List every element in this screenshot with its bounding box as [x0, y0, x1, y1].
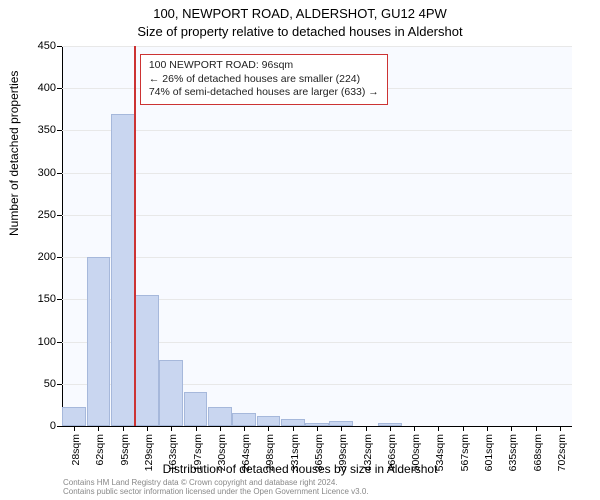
grid-line: [62, 215, 572, 216]
y-tick-label: 200: [38, 251, 56, 263]
y-axis-line: [62, 46, 63, 426]
x-tick-mark: [487, 426, 488, 431]
callout-line-2: ← 26% of detached houses are smaller (22…: [149, 73, 379, 87]
x-tick-label: 432sqm: [362, 434, 374, 471]
y-tick-label: 0: [50, 420, 56, 432]
x-tick-label: 129sqm: [143, 434, 155, 471]
histogram-bar: [111, 114, 135, 426]
histogram-bar: [159, 360, 183, 426]
x-tick-mark: [74, 426, 75, 431]
x-tick-mark: [341, 426, 342, 431]
y-tick-label: 450: [38, 40, 56, 52]
x-tick-label: 264sqm: [240, 434, 252, 471]
x-tick-mark: [511, 426, 512, 431]
histogram-bar: [281, 419, 305, 426]
x-tick-label: 601sqm: [483, 434, 495, 471]
x-tick-mark: [171, 426, 172, 431]
marker-line: [134, 46, 136, 426]
x-tick-label: 28sqm: [70, 434, 82, 466]
x-tick-label: 62sqm: [94, 434, 106, 466]
x-tick-label: 230sqm: [216, 434, 228, 471]
grid-line: [62, 257, 572, 258]
x-tick-mark: [220, 426, 221, 431]
x-tick-mark: [196, 426, 197, 431]
histogram-bar: [87, 257, 111, 426]
page-subtitle: Size of property relative to detached ho…: [0, 24, 600, 39]
histogram-bar: [184, 392, 208, 426]
x-tick-label: 466sqm: [386, 434, 398, 471]
x-tick-label: 197sqm: [192, 434, 204, 471]
y-tick-mark: [57, 426, 62, 427]
x-tick-mark: [438, 426, 439, 431]
x-tick-mark: [390, 426, 391, 431]
x-tick-label: 567sqm: [459, 434, 471, 471]
x-tick-mark: [244, 426, 245, 431]
chart-container: 100, NEWPORT ROAD, ALDERSHOT, GU12 4PW S…: [0, 0, 600, 500]
histogram-bar: [135, 295, 159, 426]
x-tick-label: 500sqm: [410, 434, 422, 471]
grid-line: [62, 173, 572, 174]
histogram-bar: [257, 416, 281, 426]
x-tick-mark: [98, 426, 99, 431]
histogram-bar: [62, 407, 86, 426]
x-tick-label: 534sqm: [434, 434, 446, 471]
x-tick-mark: [123, 426, 124, 431]
footer-line-2: Contains public sector information licen…: [63, 487, 369, 497]
footer-attribution: Contains HM Land Registry data © Crown c…: [63, 478, 369, 497]
histogram-bar: [378, 423, 402, 426]
x-tick-label: 95sqm: [119, 434, 131, 466]
histogram-bar: [232, 413, 256, 426]
page-title: 100, NEWPORT ROAD, ALDERSHOT, GU12 4PW: [0, 6, 600, 21]
callout-box: 100 NEWPORT ROAD: 96sqm ← 26% of detache…: [140, 54, 388, 105]
footer-line-1: Contains HM Land Registry data © Crown c…: [63, 478, 369, 488]
x-tick-label: 163sqm: [167, 434, 179, 471]
x-tick-mark: [560, 426, 561, 431]
x-tick-mark: [366, 426, 367, 431]
y-tick-label: 250: [38, 209, 56, 221]
x-tick-label: 399sqm: [337, 434, 349, 471]
x-tick-label: 668sqm: [532, 434, 544, 471]
x-tick-mark: [317, 426, 318, 431]
y-axis-label: Number of detached properties: [7, 71, 21, 236]
histogram-bar: [208, 407, 232, 426]
y-tick-label: 300: [38, 167, 56, 179]
x-tick-mark: [414, 426, 415, 431]
x-tick-mark: [293, 426, 294, 431]
grid-line: [62, 46, 572, 47]
x-tick-mark: [147, 426, 148, 431]
callout-line-3: 74% of semi-detached houses are larger (…: [149, 86, 379, 100]
y-tick-label: 350: [38, 124, 56, 136]
x-tick-mark: [463, 426, 464, 431]
x-tick-label: 298sqm: [264, 434, 276, 471]
y-tick-label: 100: [38, 336, 56, 348]
x-tick-mark: [268, 426, 269, 431]
y-tick-label: 50: [44, 378, 56, 390]
x-tick-label: 635sqm: [507, 434, 519, 471]
y-tick-label: 400: [38, 82, 56, 94]
callout-line-1: 100 NEWPORT ROAD: 96sqm: [149, 59, 379, 73]
grid-line: [62, 130, 572, 131]
x-tick-label: 331sqm: [289, 434, 301, 471]
x-tick-label: 365sqm: [313, 434, 325, 471]
y-tick-label: 150: [38, 293, 56, 305]
histogram-bar: [305, 423, 329, 426]
histogram-bar: [329, 421, 353, 426]
x-tick-mark: [536, 426, 537, 431]
x-tick-label: 702sqm: [556, 434, 568, 471]
